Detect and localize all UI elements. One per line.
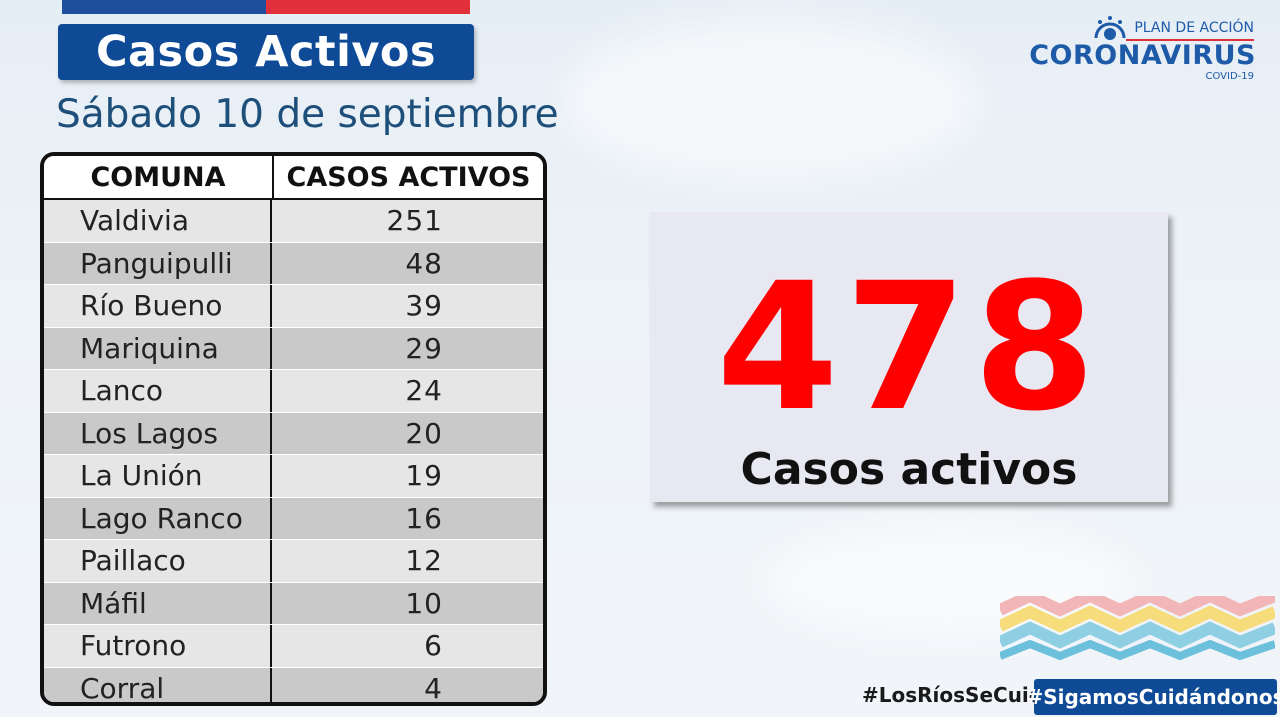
comuna-name: Futrono	[44, 625, 272, 667]
table-row: Panguipulli 48	[44, 242, 543, 285]
active-cases-count: 251	[386, 204, 443, 238]
comuna-name: Panguipulli	[44, 242, 272, 284]
hashtag-campaign-badge: #SigamosCuidándonos	[1026, 679, 1280, 715]
cases-table: COMUNA CASOS ACTIVOS Valdivia 251 Panguipu…	[40, 152, 547, 706]
active-cases-count: 24	[405, 374, 443, 408]
comuna-name: Lanco	[44, 370, 272, 412]
table-row: Mariquina 29	[44, 327, 543, 370]
active-cases-count: 10	[405, 586, 443, 620]
comuna-name: Corral	[44, 667, 272, 702]
table-row: La Unión 19	[44, 455, 543, 498]
background-cloud	[560, 20, 980, 180]
active-cases-count: 6	[424, 629, 443, 663]
comuna-name: Valdivia	[44, 200, 272, 242]
top-flag-stripe	[62, 0, 470, 14]
total-active-cases: 478	[716, 245, 1102, 450]
active-cases-count: 39	[405, 289, 443, 323]
column-header-comuna: COMUNA	[44, 156, 274, 198]
table-row: Máfil 10	[44, 582, 543, 625]
logo-plan-text: PLAN DE ACCIÓN	[1134, 20, 1254, 36]
table-row: Los Lagos 20	[44, 412, 543, 455]
table-row: Río Bueno 39	[44, 285, 543, 328]
logo-divider	[1126, 39, 1254, 41]
total-card: 478 Casos activos	[650, 212, 1168, 502]
hashtag-campaign: #SigamosCuidándonos	[1026, 685, 1280, 709]
table-row: Valdivia 251	[44, 200, 543, 243]
logo-main-text: CORONAVIRUS	[1029, 40, 1256, 71]
active-cases-count: 29	[405, 331, 443, 365]
column-header-casos: CASOS ACTIVOS	[286, 161, 531, 193]
comuna-name: Lago Ranco	[44, 497, 272, 539]
comuna-name: Mariquina	[44, 327, 272, 369]
regional-zigzag-decoration	[1000, 596, 1275, 661]
title-banner: Casos Activos	[58, 24, 474, 80]
table-header: COMUNA CASOS ACTIVOS	[44, 156, 543, 200]
hashtag-region: #LosRíosSeCuida	[862, 683, 1057, 707]
page-title: Casos Activos	[95, 27, 436, 77]
total-label: Casos activos	[740, 444, 1078, 495]
table-row: Corral 4	[44, 667, 543, 705]
logo-sub-text: COVID-19	[1205, 71, 1254, 82]
comuna-name: Paillaco	[44, 540, 272, 582]
table-body: Valdivia 251 Panguipulli 48 Río Bueno 39 Mariq…	[44, 200, 543, 705]
comuna-name: Máfil	[44, 582, 272, 624]
comuna-name: La Unión	[44, 455, 272, 497]
comuna-name: Río Bueno	[44, 285, 272, 327]
active-cases-count: 20	[405, 416, 443, 450]
table-row: Futrono 6	[44, 625, 543, 668]
active-cases-count: 16	[405, 501, 443, 535]
active-cases-count: 19	[405, 459, 443, 493]
table-row: Paillaco 12	[44, 540, 543, 583]
table-row: Lanco 24	[44, 370, 543, 413]
active-cases-count: 48	[405, 246, 443, 280]
report-date: Sábado 10 de septiembre	[56, 92, 559, 137]
table-row: Lago Ranco 16	[44, 497, 543, 540]
active-cases-count: 4	[424, 671, 443, 705]
active-cases-count: 12	[405, 544, 443, 578]
comuna-name: Los Lagos	[44, 412, 272, 454]
virus-icon	[1094, 16, 1126, 40]
coronavirus-plan-logo: PLAN DE ACCIÓN CORONAVIRUS COVID-19	[1029, 14, 1256, 84]
